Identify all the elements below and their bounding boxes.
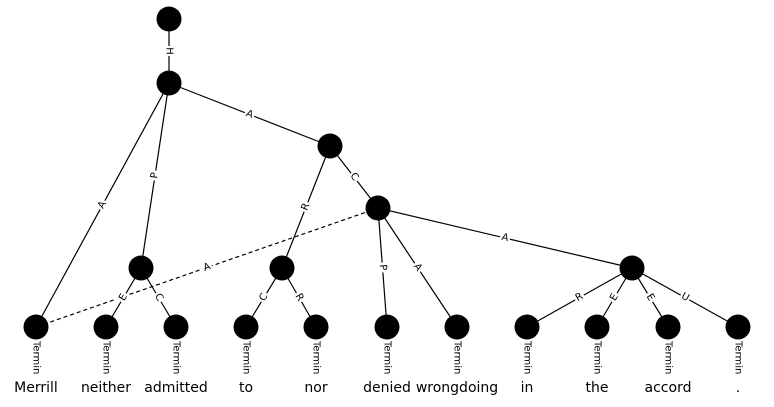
edge-label-bg	[148, 169, 162, 182]
terminal-type-label: Termin	[171, 340, 182, 374]
edge-label: U	[679, 291, 691, 304]
edge-label-bg	[409, 260, 426, 275]
terminal-type-label: Termin	[452, 340, 463, 374]
terminal-node	[444, 314, 470, 340]
terminal-node	[514, 314, 540, 340]
edge-label: C	[257, 292, 270, 304]
edge-label: H	[164, 47, 175, 55]
edge-label: R	[300, 202, 313, 213]
terminal-node	[374, 314, 400, 340]
edge-label-bg	[298, 200, 314, 214]
edge-label-bg	[200, 260, 214, 275]
word-token: in	[521, 380, 534, 396]
edge-label: E	[644, 292, 657, 303]
edge-label: R	[292, 292, 305, 304]
terminal-node	[655, 314, 681, 340]
word-token: the	[586, 380, 609, 396]
edge-label-bg	[606, 290, 623, 305]
node	[156, 70, 182, 96]
word-token: accord	[645, 380, 692, 396]
edge-label: A	[244, 108, 255, 121]
edge-label-bg	[94, 197, 111, 213]
edge-label: A	[500, 232, 509, 244]
terminal-type-label: Termin	[592, 340, 603, 374]
terminal-type-label: Termin	[733, 340, 744, 374]
terminal-type-label: Termin	[663, 340, 674, 374]
node	[619, 255, 645, 281]
edge-label: E	[608, 292, 621, 303]
terminal-node	[584, 314, 610, 340]
edge-label: A	[411, 262, 424, 274]
word-token: wrongdoing	[416, 380, 498, 396]
node	[269, 255, 295, 281]
terminal-labels-layer: Termin Termin Termin Termin Termin Termin Term…	[31, 340, 744, 374]
edge-label: A	[96, 199, 109, 210]
edge-label: P	[377, 264, 388, 271]
node	[317, 133, 343, 159]
edge-label: R	[574, 291, 585, 304]
word-token: nor	[304, 380, 327, 396]
edge-label-bg	[346, 169, 362, 185]
word-token: admitted	[144, 380, 207, 396]
edge-label-bg	[256, 290, 272, 305]
edge-label: C	[348, 171, 361, 183]
edge-label-bg	[291, 290, 307, 305]
terminal-type-label: Termin	[31, 340, 42, 374]
word-token: neither	[81, 380, 131, 396]
edge-label: A	[202, 261, 212, 274]
edge-label-bg	[163, 46, 175, 56]
edge-label-bg	[115, 290, 132, 305]
edge-label-bg	[677, 289, 693, 306]
edge-label: P	[149, 172, 161, 180]
edge-label: E	[117, 292, 130, 303]
terminal-type-label: Termin	[241, 340, 252, 374]
node	[365, 195, 391, 221]
edge-label-bg	[572, 289, 587, 306]
edge-label-bg	[498, 231, 512, 245]
edge-label-bg	[150, 290, 167, 305]
edge-label-bg	[642, 290, 658, 305]
word-token: .	[736, 380, 740, 396]
terminal-node	[303, 314, 329, 340]
terminal-node	[725, 314, 751, 340]
terminal-node	[233, 314, 259, 340]
terminal-node	[163, 314, 189, 340]
words-layer: Merrill neither admitted to nor denied wrongdo…	[14, 380, 740, 396]
nodes-layer	[23, 6, 751, 340]
node	[156, 6, 182, 32]
terminal-node	[93, 314, 119, 340]
terminal-type-label: Termin	[382, 340, 393, 374]
terminal-node	[23, 314, 49, 340]
terminal-type-label: Termin	[101, 340, 112, 374]
terminal-type-label: Termin	[311, 340, 322, 374]
word-token: to	[239, 380, 253, 396]
edge-label-bg	[376, 262, 389, 273]
edge-label: C	[152, 292, 165, 304]
node	[128, 255, 154, 281]
terminal-type-label: Termin	[522, 340, 533, 374]
word-token: Merrill	[14, 380, 58, 396]
edge-label-bg	[242, 107, 257, 122]
word-token: denied	[363, 380, 411, 396]
edge-n3-t0	[35, 207, 379, 328]
edges-layer: H A A P R C A P A A E C C R R E E U	[35, 19, 739, 328]
